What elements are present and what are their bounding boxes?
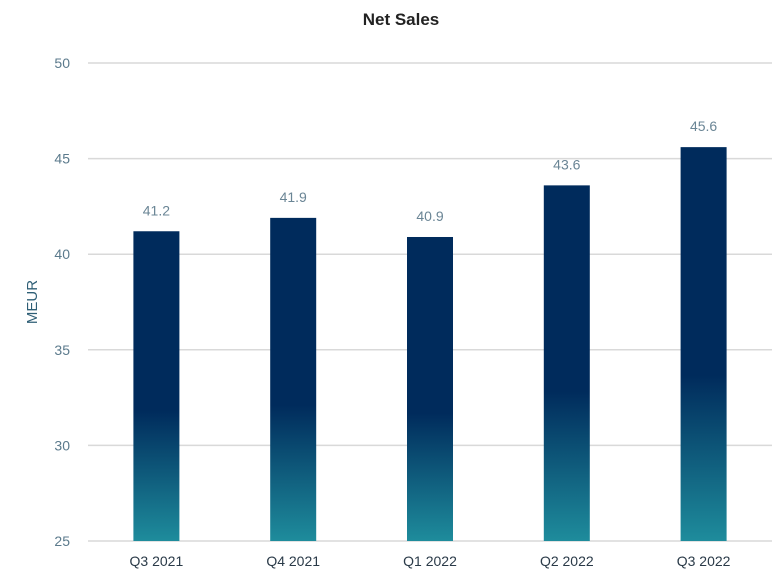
x-category-label: Q2 2022 — [540, 553, 594, 569]
x-category-label: Q3 2021 — [130, 553, 184, 569]
data-label: 43.6 — [553, 156, 580, 172]
data-label: 41.2 — [143, 202, 170, 218]
bar — [407, 236, 453, 541]
y-tick-label: 35 — [54, 342, 70, 358]
y-tick-label: 30 — [54, 437, 70, 453]
bar — [680, 147, 727, 542]
y-tick-label: 40 — [54, 246, 70, 262]
data-label: 41.9 — [280, 189, 307, 205]
bar — [543, 185, 590, 542]
data-labels: 41.2 41.9 40.9 43.6 45.6 — [143, 118, 718, 224]
x-category-label: Q3 2022 — [677, 553, 731, 569]
chart-title: Net Sales — [363, 10, 440, 29]
bar — [270, 217, 317, 541]
x-axis-categories: Q3 2021 Q4 2021 Q1 2022 Q2 2022 Q3 2022 — [130, 553, 731, 569]
x-category-label: Q4 2021 — [266, 553, 320, 569]
x-category-label: Q1 2022 — [403, 553, 457, 569]
y-tick-label: 25 — [54, 533, 70, 549]
data-label: 45.6 — [690, 118, 717, 134]
data-label: 40.9 — [416, 208, 443, 224]
y-axis-ticks: 25 30 35 40 45 50 — [54, 55, 70, 549]
y-tick-label: 50 — [54, 55, 70, 71]
y-tick-label: 45 — [54, 151, 70, 167]
bars — [133, 147, 727, 542]
y-axis-label: MEUR — [24, 280, 41, 324]
bar — [133, 231, 180, 542]
